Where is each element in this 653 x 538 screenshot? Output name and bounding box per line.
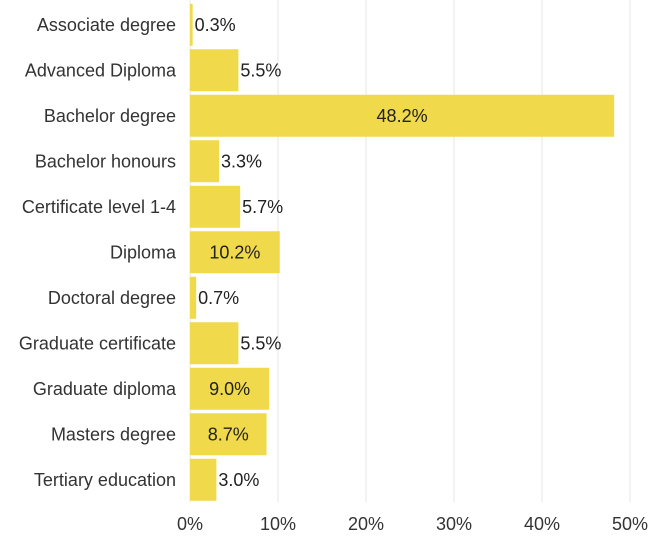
bar <box>190 367 270 410</box>
bar <box>190 185 241 228</box>
value-label: 3.0% <box>218 470 259 490</box>
value-label-layer: 0.3% 5.5% 48.2% 3.3% 5.7% 10.2% 0.7% 5.5% 9.0% 8.… <box>195 15 428 490</box>
value-label: 5.5% <box>240 60 281 80</box>
value-label: 5.7% <box>242 197 283 217</box>
value-label: 10.2% <box>209 242 260 262</box>
x-tick-label: 40% <box>524 514 560 534</box>
x-tick-label: 20% <box>348 514 384 534</box>
value-label: 0.3% <box>195 15 236 35</box>
bar <box>190 94 615 137</box>
category-label: Certificate level 1-4 <box>22 197 176 217</box>
bar <box>190 458 217 501</box>
x-tick-label: 10% <box>260 514 296 534</box>
value-label: 8.7% <box>208 424 249 444</box>
category-label: Bachelor degree <box>44 106 176 126</box>
category-label: Associate degree <box>37 15 176 35</box>
category-label: Graduate diploma <box>33 379 177 399</box>
category-label: Bachelor honours <box>35 151 176 171</box>
value-label: 5.5% <box>240 333 281 353</box>
bar <box>190 413 267 456</box>
category-label: Diploma <box>110 242 177 262</box>
category-label: Doctoral degree <box>48 288 176 308</box>
category-label-layer: Associate degree Advanced Diploma Bachelor… <box>19 15 177 490</box>
bar-layer <box>190 3 615 501</box>
category-label: Graduate certificate <box>19 333 176 353</box>
x-tick-label: 50% <box>612 514 648 534</box>
bar <box>190 3 193 46</box>
x-tick-label: 0% <box>177 514 203 534</box>
bar <box>190 49 239 92</box>
x-axis-tick-layer: 0% 10% 20% 30% 40% 50% <box>177 514 648 534</box>
category-label: Tertiary education <box>34 470 176 490</box>
bar <box>190 322 239 365</box>
value-label: 0.7% <box>198 288 239 308</box>
bar <box>190 140 220 183</box>
bar <box>190 276 197 319</box>
value-label: 3.3% <box>221 151 262 171</box>
value-label: 48.2% <box>377 106 428 126</box>
category-label: Masters degree <box>51 424 176 444</box>
x-tick-label: 30% <box>436 514 472 534</box>
value-label: 9.0% <box>209 379 250 399</box>
category-label: Advanced Diploma <box>25 60 177 80</box>
bar <box>190 231 280 274</box>
